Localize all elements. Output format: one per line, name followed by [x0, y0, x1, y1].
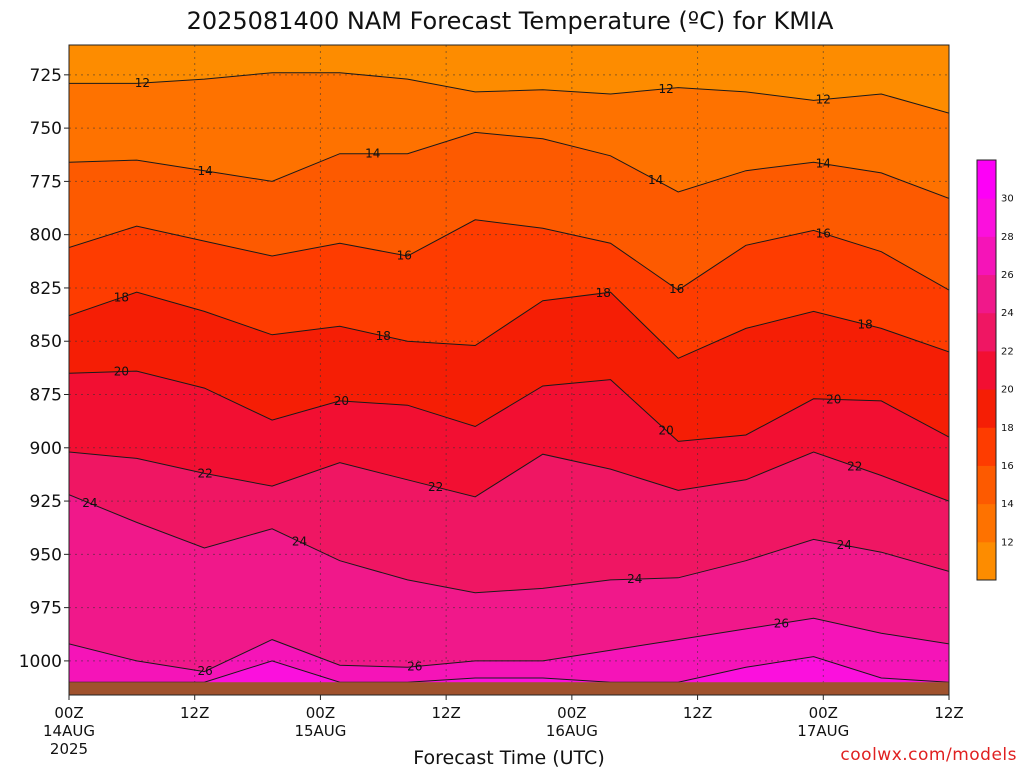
colorbar-label: 22 — [1001, 346, 1014, 357]
y-tick-label: 900 — [30, 439, 62, 459]
colorbar-swatch — [977, 274, 996, 314]
contour-22 — [69, 451, 949, 502]
contour-label-24: 24 — [82, 496, 97, 510]
x-date-label: 2025 — [50, 740, 88, 758]
x-tick-label: 00Z — [557, 704, 586, 722]
colorbar-label: 24 — [1001, 308, 1014, 319]
colorbar-frame — [976, 159, 997, 581]
contour-label-22: 22 — [847, 459, 862, 473]
contour-label-18: 18 — [376, 329, 391, 343]
contour-label-14: 14 — [198, 164, 213, 178]
contour-label-22: 22 — [198, 467, 213, 481]
contour-18 — [69, 291, 949, 359]
contour-label-22: 22 — [428, 480, 443, 494]
y-tick-label: 975 — [30, 599, 62, 619]
y-tick-label: 875 — [30, 386, 62, 406]
colorbar-swatch — [977, 503, 996, 543]
y-tick-label: 750 — [30, 119, 62, 139]
credit-text: coolwx.com/models — [840, 745, 1017, 765]
x-date-label: 17AUG — [797, 722, 849, 740]
plot-frame — [68, 44, 950, 696]
contour-lines — [69, 72, 949, 683]
contour-label-16: 16 — [816, 226, 831, 240]
contour-12 — [69, 72, 949, 114]
x-tick-label: 00Z — [809, 704, 838, 722]
contour-label-18: 18 — [858, 317, 873, 331]
colorbar-label: 20 — [1001, 385, 1014, 396]
colorbar-swatch — [977, 427, 996, 466]
colorbar-label: 14 — [1001, 499, 1014, 510]
colorbar-swatch — [977, 389, 996, 428]
contour-28 — [69, 656, 949, 683]
colorbar-swatch — [977, 236, 996, 276]
contour-label-24: 24 — [292, 535, 307, 549]
y-tick-label: 800 — [30, 226, 62, 246]
colorbar-swatch — [977, 312, 996, 352]
colorbar-label: 26 — [1001, 270, 1014, 281]
y-tick-label: 1000 — [19, 652, 62, 672]
x-tick-label: 00Z — [306, 704, 335, 722]
x-tick-label: 12Z — [683, 704, 712, 722]
y-tick-label: 925 — [30, 492, 62, 512]
chart-title: 2025081400 NAM Forecast Temperature (ºC)… — [187, 7, 834, 35]
colorbar-label: 28 — [1001, 232, 1014, 243]
x-tick-label: 12Z — [934, 704, 963, 722]
contour-label-14: 14 — [365, 147, 380, 161]
contour-label-18: 18 — [596, 286, 611, 300]
colorbar-swatch — [977, 465, 996, 505]
x-date-label: 15AUG — [294, 722, 346, 740]
contour-label-16: 16 — [397, 248, 412, 262]
contour-26 — [69, 617, 949, 673]
x-axis-title: Forecast Time (UTC) — [413, 747, 604, 768]
contour-label-20: 20 — [826, 392, 841, 406]
contour-label-12: 12 — [659, 82, 674, 96]
contour-label-12: 12 — [135, 76, 150, 90]
contour-24 — [69, 494, 949, 594]
contour-16 — [69, 219, 949, 291]
contour-label-20: 20 — [114, 365, 129, 379]
contour-14 — [69, 131, 949, 199]
colorbar-swatch — [977, 198, 996, 237]
colorbar-label: 16 — [1001, 461, 1014, 472]
colorbar-label: 30 — [1001, 194, 1014, 205]
contour-label-26: 26 — [407, 660, 422, 674]
contour-20 — [69, 370, 949, 442]
y-tick-label: 775 — [30, 172, 62, 192]
y-tick-label: 850 — [30, 332, 62, 352]
colorbar-label: 18 — [1001, 423, 1014, 434]
contour-label-24: 24 — [627, 572, 642, 586]
colorbar-swatch — [977, 350, 996, 390]
y-axis: 725 750 775 800 825 850 875 900 925 950 975 1000 — [19, 66, 69, 672]
colorbar: 12 14 16 18 20 22 24 26 28 30 — [976, 159, 1014, 581]
x-tick-label: 12Z — [431, 704, 460, 722]
x-tick-label: 00Z — [54, 704, 83, 722]
x-date-label: 16AUG — [546, 722, 598, 740]
colorbar-swatch — [977, 160, 996, 199]
contour-label-14: 14 — [816, 157, 831, 171]
contour-label-20: 20 — [334, 394, 349, 408]
y-tick-label: 950 — [30, 545, 62, 565]
y-tick-label: 725 — [30, 66, 62, 86]
contour-label-12: 12 — [816, 92, 831, 106]
ground-surface — [69, 682, 949, 695]
y-tick-label: 825 — [30, 279, 62, 299]
temperature-fill-bands — [69, 45, 949, 695]
contour-label-14: 14 — [648, 173, 663, 187]
ground-fill — [69, 682, 949, 695]
contour-label-26: 26 — [774, 616, 789, 630]
colorbar-swatch — [977, 541, 996, 581]
colorbar-label: 12 — [1001, 537, 1014, 548]
contour-label-24: 24 — [837, 538, 852, 552]
x-tick-label: 12Z — [180, 704, 209, 722]
contour-label-16: 16 — [669, 282, 684, 296]
contour-label-20: 20 — [659, 423, 674, 437]
contour-label-26: 26 — [198, 664, 213, 678]
x-date-label: 14AUG — [43, 722, 95, 740]
contour-label-18: 18 — [114, 291, 129, 305]
contour-labels: 12 12 12 14 14 14 14 16 16 16 18 18 18 18 20 20 20 20 22 22… — [82, 76, 873, 678]
